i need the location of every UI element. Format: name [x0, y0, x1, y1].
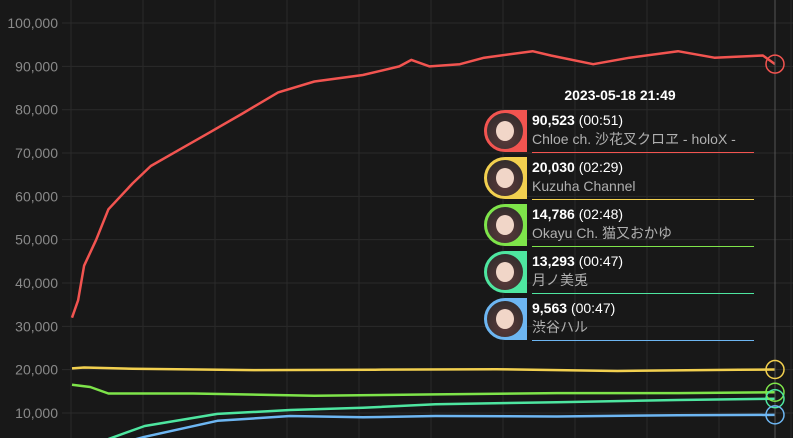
series-lines — [70, 49, 776, 438]
viewer-count: 90,523 — [532, 112, 575, 128]
elapsed-time: (00:47) — [578, 253, 624, 269]
tooltip-row: 20,030 (02:29) Kuzuha Channel — [484, 155, 754, 202]
tooltip-row: 13,293 (00:47) 月ノ美兎 — [484, 249, 754, 296]
y-tick-label: 80,000 — [15, 102, 58, 118]
hover-markers — [765, 54, 785, 425]
tooltip: 2023-05-18 21:49 90,523 (00:51) Chloe ch… — [484, 84, 754, 343]
channel-name: 月ノ美兎 — [532, 272, 588, 288]
tooltip-row: 14,786 (02:48) Okayu Ch. 猫又おかゆ — [484, 202, 754, 249]
y-tick-label: 30,000 — [15, 318, 58, 334]
viewer-count: 20,030 — [532, 159, 575, 175]
tooltip-title: 2023-05-18 21:49 — [564, 87, 676, 103]
y-tick-label: 10,000 — [15, 405, 58, 421]
series-line-3 — [107, 397, 776, 438]
y-tick-label: 20,000 — [15, 362, 58, 378]
avatar — [484, 298, 527, 340]
series-line-1 — [71, 366, 776, 373]
elapsed-time: (00:47) — [570, 300, 616, 316]
y-tick-label: 50,000 — [15, 232, 58, 248]
elapsed-time: (00:51) — [578, 112, 624, 128]
y-axis: 10,000 20,000 30,000 40,000 50,000 60,000 70,0… — [7, 15, 58, 421]
elapsed-time: (02:48) — [578, 206, 624, 222]
hover-point-marker — [765, 54, 785, 74]
channel-name: 渋谷ハル — [532, 319, 588, 335]
elapsed-time: (02:29) — [578, 159, 624, 175]
hover-point-marker — [765, 405, 785, 425]
tooltip-row: 90,523 (00:51) Chloe ch. 沙花叉クロヱ - holoX … — [484, 108, 754, 155]
avatar — [484, 251, 527, 293]
viewer-count: 14,786 — [532, 206, 575, 222]
y-tick-label: 100,000 — [7, 15, 58, 31]
avatar — [484, 157, 527, 199]
y-tick-label: 60,000 — [15, 188, 58, 204]
y-tick-label: 70,000 — [15, 145, 58, 161]
tooltip-row: 9,563 (00:47) 渋谷ハル — [484, 296, 754, 343]
y-tick-label: 40,000 — [15, 275, 58, 291]
channel-name: Kuzuha Channel — [532, 178, 636, 194]
viewer-count: 13,293 — [532, 253, 575, 269]
hover-point-marker — [765, 388, 785, 409]
series-line-4 — [135, 413, 776, 438]
hover-point-marker — [765, 359, 785, 380]
y-tick-label: 90,000 — [15, 58, 58, 74]
hover-point-marker — [765, 382, 785, 403]
avatar — [484, 204, 527, 246]
channel-name: Okayu Ch. 猫又おかゆ — [532, 225, 673, 241]
series-line-2 — [71, 383, 776, 397]
avatar — [484, 110, 527, 152]
viewer-count: 9,563 — [532, 300, 568, 316]
channel-name: Chloe ch. 沙花叉クロヱ - holoX - — [532, 131, 736, 147]
series-line-0 — [70, 49, 776, 319]
